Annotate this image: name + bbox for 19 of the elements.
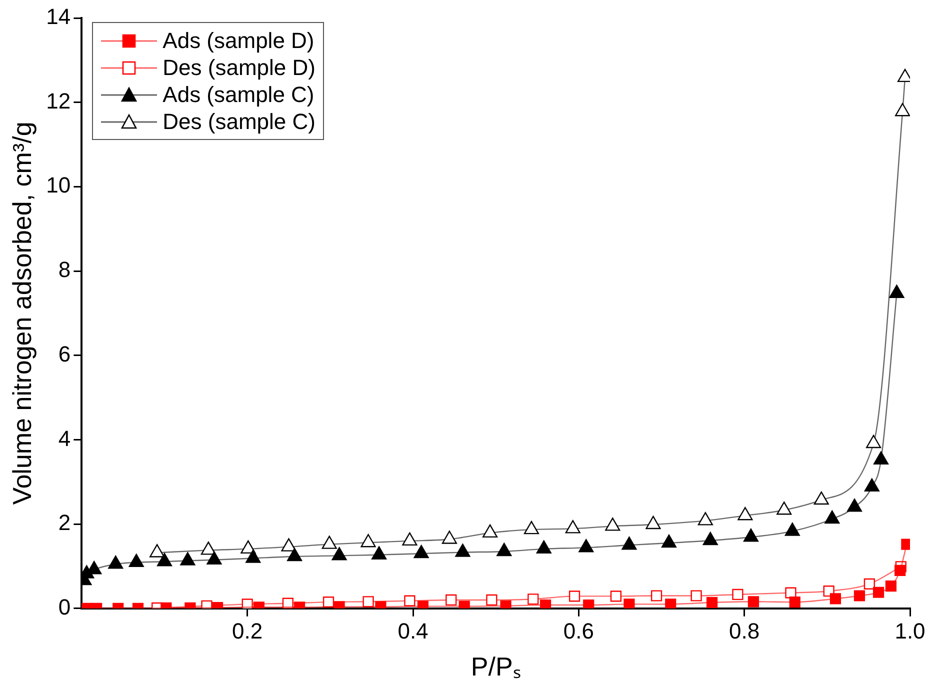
x-tick-label: 0.4 bbox=[398, 618, 428, 644]
legend-label: Ads (sample D) bbox=[162, 27, 314, 54]
x-tick-label: 0.8 bbox=[729, 618, 760, 644]
y-tick-label: 10 bbox=[46, 172, 71, 198]
legend-label: Des (sample D) bbox=[162, 54, 316, 81]
legend-label: Ads (sample C) bbox=[162, 81, 314, 108]
legend-label: Des (sample C) bbox=[162, 108, 316, 135]
y-tick-label: 6 bbox=[58, 341, 71, 366]
x-tick-label: 0.6 bbox=[563, 618, 594, 644]
y-tick-label: 14 bbox=[46, 4, 71, 30]
y-tick-label: 12 bbox=[46, 88, 71, 114]
y-tick-label: 8 bbox=[58, 257, 71, 282]
x-tick-label: 1.0 bbox=[894, 618, 926, 644]
y-tick-label: 2 bbox=[58, 510, 71, 536]
x-axis-title: P/Pₛ bbox=[470, 652, 521, 682]
y-tick-label: 4 bbox=[58, 426, 71, 451]
x-tick-label: 0.2 bbox=[232, 618, 263, 644]
y-tick-label: 0 bbox=[58, 594, 71, 620]
y-axis-title: Volume nitrogen adsorbed, cm³/g bbox=[6, 122, 37, 505]
